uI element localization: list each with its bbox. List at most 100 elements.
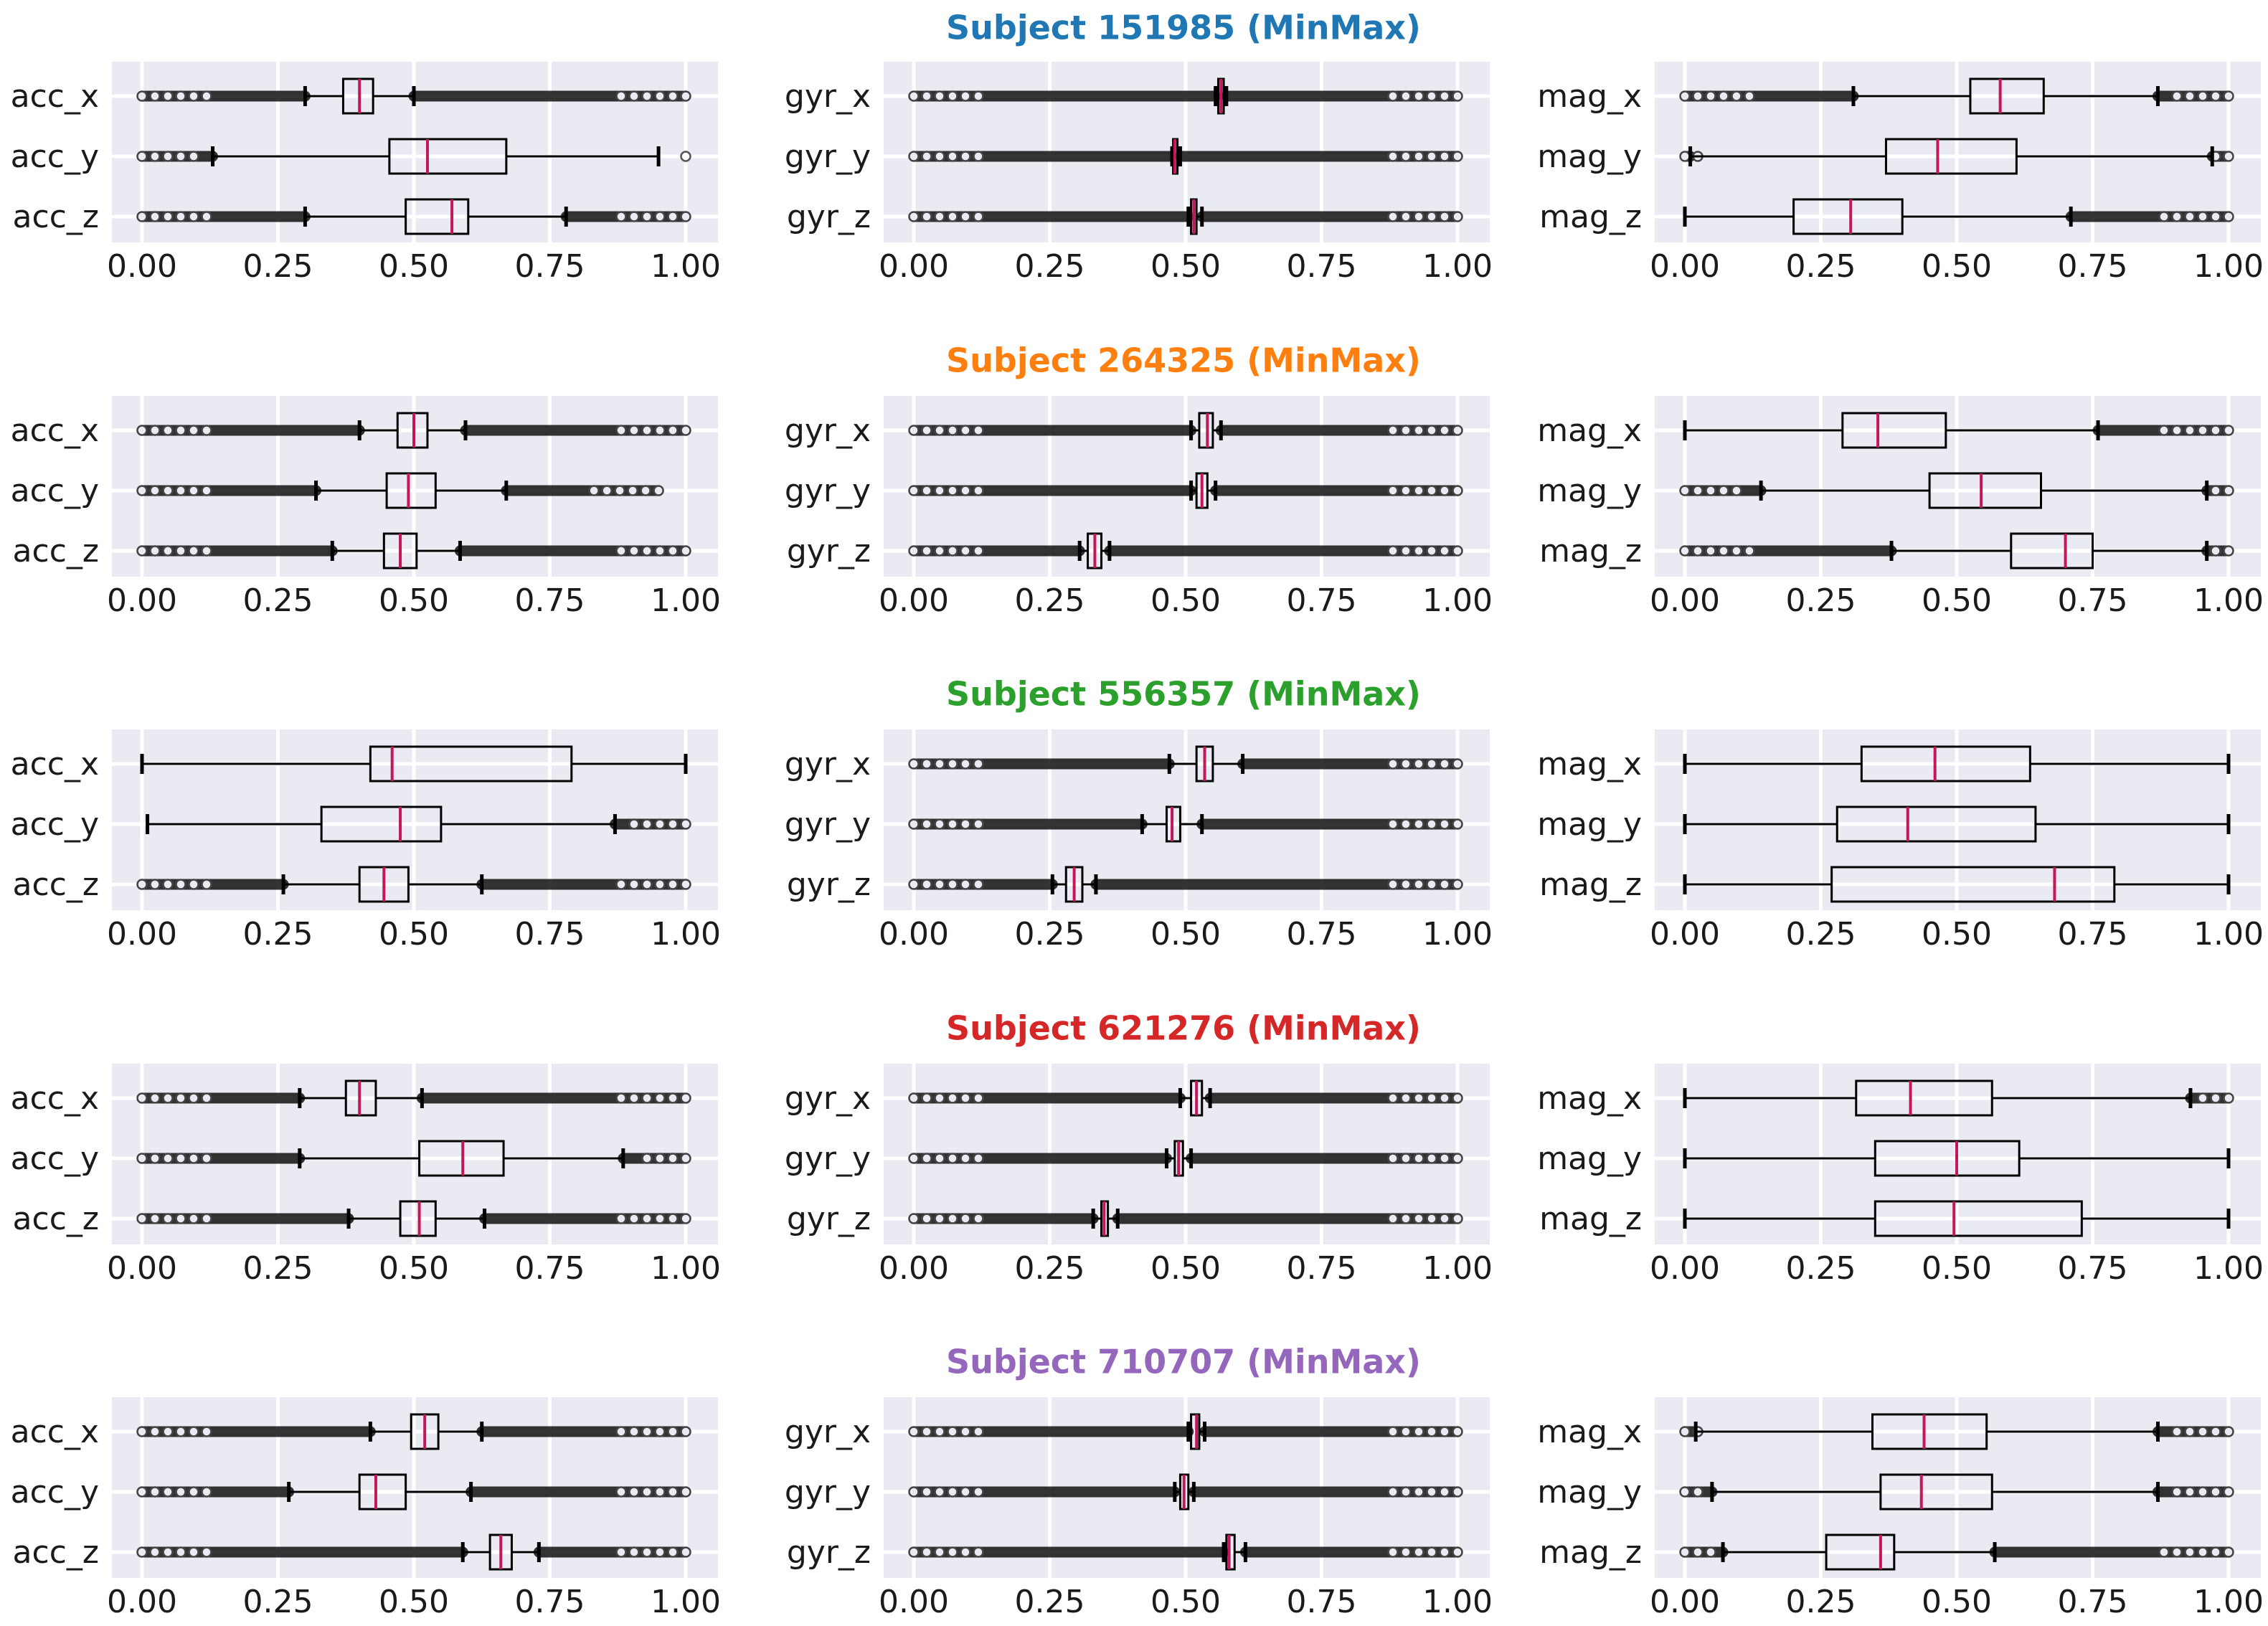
outliers-high — [1439, 1092, 1450, 1104]
x-tick-label: 0.50 — [1150, 916, 1221, 953]
outliers-high — [1413, 90, 1424, 102]
outliers-high — [2223, 1426, 2234, 1437]
outliers-low — [921, 545, 932, 557]
outliers-high — [667, 1486, 679, 1498]
outliers-high — [2197, 1092, 2208, 1104]
outliers-low — [921, 485, 932, 496]
x-tick-label: 0.25 — [243, 1250, 313, 1287]
outliers-low — [934, 90, 945, 102]
outliers-low — [973, 1426, 984, 1437]
outliers-high — [680, 1486, 691, 1498]
outliers-low — [188, 425, 199, 436]
outliers-low — [908, 211, 920, 222]
outliers-low — [973, 818, 984, 830]
outliers-high — [588, 485, 600, 496]
outliers-low — [960, 545, 971, 557]
x-tick-label: 0.00 — [1650, 1250, 1720, 1287]
outliers-high — [1400, 1092, 1412, 1104]
outliers-low — [162, 1153, 174, 1164]
outliers-high — [2184, 1426, 2196, 1437]
outliers-high — [654, 1153, 666, 1164]
outliers-low — [973, 90, 984, 102]
outliers-high — [1426, 425, 1437, 436]
outliers-high — [667, 545, 679, 557]
x-tick-label: 0.00 — [879, 248, 949, 285]
outliers-high — [680, 1153, 691, 1164]
x-tick-label: 1.00 — [2193, 582, 2264, 619]
outliers-low — [908, 485, 920, 496]
series-label: mag_x — [1537, 78, 1642, 115]
outliers-low — [973, 758, 984, 770]
outliers-low — [934, 1486, 945, 1498]
iqr-box — [1928, 472, 2042, 509]
outliers-high — [1426, 1546, 1437, 1558]
outliers-high — [1387, 758, 1399, 770]
outliers-low — [908, 1486, 920, 1498]
x-tick-label: 1.00 — [1422, 248, 1493, 285]
outliers-low — [149, 485, 161, 496]
x-tick-label: 0.75 — [1287, 1250, 1357, 1287]
series-label: mag_z — [1539, 1534, 1642, 1571]
outliers-low — [136, 1426, 148, 1437]
x-tick-label: 0.00 — [107, 916, 177, 953]
series-label: gyr_y — [785, 806, 871, 843]
outliers-high — [1387, 151, 1399, 162]
outliers-high — [2223, 90, 2234, 102]
outliers-high — [628, 1092, 640, 1104]
outliers-low — [136, 1213, 148, 1224]
outliers-high — [1400, 1486, 1412, 1498]
outliers-high — [1439, 1213, 1450, 1224]
outliers-high — [654, 1092, 666, 1104]
series-label: mag_z — [1539, 199, 1642, 235]
outliers-high — [1426, 1426, 1437, 1437]
series-label: gyr_x — [785, 78, 871, 115]
outliers-high — [667, 1092, 679, 1104]
x-tick-label: 0.75 — [2058, 916, 2128, 953]
series-label: mag_z — [1539, 1201, 1642, 1237]
series-label: mag_y — [1537, 1474, 1642, 1511]
x-tick-label: 0.50 — [1922, 1584, 1992, 1620]
iqr-box — [1792, 198, 1904, 235]
x-tick-label: 0.25 — [243, 248, 313, 285]
outliers-low — [1679, 151, 1691, 162]
outliers-high — [2158, 211, 2170, 222]
outliers-high — [1387, 1486, 1399, 1498]
outliers-high — [1387, 545, 1399, 557]
x-tick-label: 0.00 — [1650, 582, 1720, 619]
iqr-box — [1874, 1200, 2083, 1237]
x-tick-label: 0.00 — [107, 1584, 177, 1620]
outliers-low — [201, 1486, 212, 1498]
x-tick-label: 0.75 — [515, 1584, 585, 1620]
outliers-low — [960, 1213, 971, 1224]
iqr-box — [388, 138, 508, 175]
iqr-box — [369, 745, 573, 783]
series-label: acc_x — [11, 1414, 99, 1450]
x-tick-label: 0.25 — [1015, 1584, 1085, 1620]
outliers-low — [934, 1092, 945, 1104]
outliers-high — [1452, 90, 1463, 102]
outliers-low — [947, 545, 958, 557]
subject-title: Subject 710707 (MinMax) — [946, 1343, 1421, 1381]
x-tick-label: 1.00 — [651, 582, 721, 619]
outliers-low — [201, 90, 212, 102]
outliers-high — [1452, 1153, 1463, 1164]
x-tick-label: 1.00 — [1422, 916, 1493, 953]
x-tick-label: 0.50 — [1922, 916, 1992, 953]
outliers-low — [162, 1426, 174, 1437]
outliers-low — [149, 1213, 161, 1224]
outliers-high — [2171, 425, 2183, 436]
outliers-high — [1426, 1092, 1437, 1104]
outliers-high — [1413, 1486, 1424, 1498]
outliers-high — [1439, 818, 1450, 830]
outliers-high — [667, 818, 679, 830]
x-tick-label: 1.00 — [2193, 1250, 2264, 1287]
outliers-low — [960, 211, 971, 222]
series-label: acc_y — [11, 806, 99, 843]
x-tick-label: 0.25 — [243, 582, 313, 619]
outliers-high — [1413, 1153, 1424, 1164]
outliers-high — [2223, 425, 2234, 436]
x-tick-label: 0.50 — [1922, 248, 1992, 285]
x-tick-label: 0.25 — [1015, 248, 1085, 285]
outliers-high — [1452, 818, 1463, 830]
